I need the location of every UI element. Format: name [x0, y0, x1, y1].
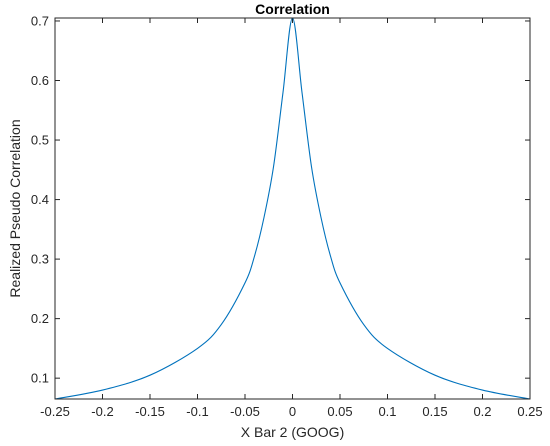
- x-tick-label: 0.1: [378, 404, 396, 419]
- y-tick-label: 0.6: [31, 73, 49, 88]
- y-tick-label: 0.4: [31, 192, 49, 207]
- x-tick-label: -0.05: [230, 404, 260, 419]
- plot-area: [55, 18, 530, 399]
- y-tick-label: 0.1: [31, 371, 49, 386]
- x-tick-label: -0.25: [40, 404, 70, 419]
- x-tick-label: -0.15: [135, 404, 165, 419]
- x-tick-label: 0.15: [422, 404, 447, 419]
- x-axis-title: X Bar 2 (GOOG): [241, 424, 344, 440]
- x-tick-label: 0.05: [327, 404, 352, 419]
- y-axis-ticks: 0.1 0.2 0.3 0.4 0.5 0.6 0.7: [31, 13, 530, 386]
- y-axis-title: Realized Pseudo Correlation: [7, 119, 23, 297]
- plot-box: [54, 17, 531, 400]
- x-tick-label: 0: [289, 404, 296, 419]
- x-axis-ticks: -0.25 -0.2 -0.15 -0.1 -0.05 0 0.05 0.1 0.15 0.2 0.…: [40, 18, 543, 419]
- x-tick-label: 0.25: [517, 404, 542, 419]
- y-tick-label: 0.7: [31, 13, 49, 28]
- y-tick-label: 0.3: [31, 252, 49, 267]
- y-tick-label: 0.2: [31, 311, 49, 326]
- x-tick-label: 0.2: [473, 404, 491, 419]
- x-tick-label: -0.2: [91, 404, 113, 419]
- x-tick-label: -0.1: [186, 404, 208, 419]
- chart-title: Correlation: [255, 1, 330, 17]
- y-tick-label: 0.5: [31, 133, 49, 148]
